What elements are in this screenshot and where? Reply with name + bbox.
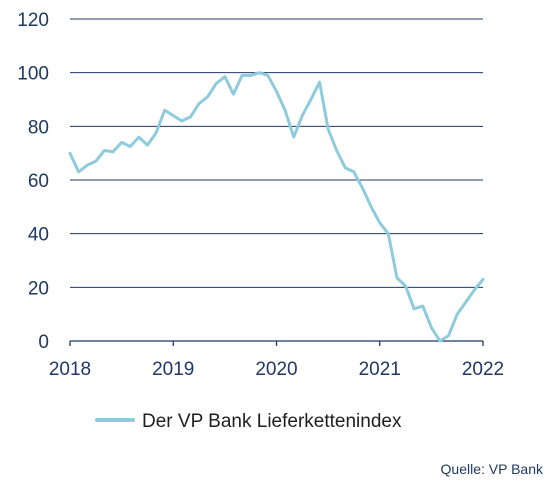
x-tick-label: 2019 <box>152 359 194 380</box>
y-tick-label: 80 <box>28 117 49 138</box>
y-tick-label: 60 <box>28 171 49 192</box>
y-tick-label: 120 <box>17 10 49 31</box>
x-tick-label: 2020 <box>255 359 297 380</box>
x-tick-label: 2022 <box>462 359 504 380</box>
x-tick-label: 2018 <box>49 359 91 380</box>
y-tick-label: 0 <box>38 332 49 353</box>
source-note: Quelle: VP Bank <box>441 461 544 477</box>
y-tick-label: 20 <box>28 278 49 299</box>
y-tick-label: 40 <box>28 225 49 246</box>
series-lines <box>68 71 485 343</box>
gridlines <box>70 18 483 288</box>
x-tick-labels: 2018 2019 2020 2021 2022 <box>49 359 504 380</box>
legend: Der VP Bank Lieferkettenindex <box>95 411 402 432</box>
x-axis <box>69 340 484 346</box>
y-tick-labels: 0 20 40 60 80 100 120 <box>17 10 49 353</box>
series-line-0 <box>68 71 485 343</box>
y-tick-label: 100 <box>17 64 49 85</box>
legend-label: Der VP Bank Lieferkettenindex <box>142 411 402 432</box>
x-tick-label: 2021 <box>359 359 401 380</box>
